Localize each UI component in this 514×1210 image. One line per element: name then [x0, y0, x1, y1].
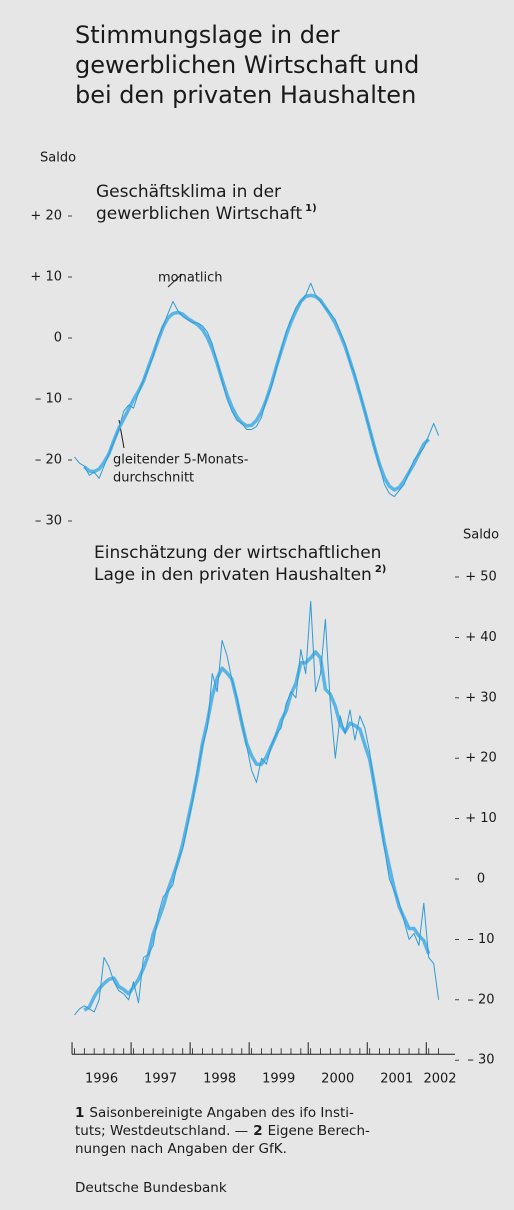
- title-line: Stimmungslage in der: [75, 21, 340, 49]
- chart-subtitle: Lage in den privaten Haushalten: [94, 565, 372, 585]
- source: Deutsche Bundesbank: [75, 1180, 227, 1196]
- x-tick-label: 1996: [85, 1072, 118, 1087]
- y-tick-label: – 30: [35, 514, 62, 529]
- annotation: monatlich: [158, 271, 223, 286]
- footnote-text: Eigene Berech-: [268, 1123, 370, 1139]
- y-tick-label: + 40: [465, 630, 497, 645]
- y-tick-label: + 50: [465, 570, 497, 585]
- footnote: tuts; Westdeutschland. — 2 Eigene Berech-: [75, 1123, 370, 1139]
- y-tick-label: + 20: [30, 209, 62, 224]
- y-tick-label: – 10: [467, 932, 494, 947]
- footnote-text: Saisonbereinigte Angaben des ifo Insti-: [89, 1105, 354, 1121]
- y-tick-label: – 30: [467, 1053, 494, 1068]
- x-tick-label: 2002: [423, 1072, 456, 1087]
- y-axis-label: Saldo: [463, 528, 499, 543]
- x-tick-label: 2001: [380, 1072, 413, 1087]
- x-tick-label: 1999: [262, 1072, 295, 1087]
- title-line: gewerblichen Wirtschaft und: [75, 51, 419, 79]
- monthly-line: [74, 600, 440, 1016]
- footnote-number: 2: [253, 1123, 262, 1139]
- annotation: durchschnitt: [113, 471, 194, 486]
- y-axis-label: Saldo: [40, 151, 76, 166]
- footnote-ref: 2): [375, 564, 387, 575]
- y-tick-label: + 10: [30, 270, 62, 285]
- y-tick-label: – 10: [35, 392, 62, 407]
- footnote-ref: 1): [305, 203, 317, 214]
- monthly-line: [74, 282, 440, 498]
- title-line: bei den privaten Haushalten: [75, 81, 416, 109]
- footnote-text: tuts; Westdeutschland. —: [75, 1123, 248, 1139]
- footnote: nungen nach Angaben der GfK.: [75, 1141, 287, 1157]
- chart-subtitle: gewerblichen Wirtschaft: [96, 204, 302, 224]
- y-tick-label: + 20: [465, 751, 497, 766]
- y-tick-label: 0: [54, 331, 62, 346]
- chart-subtitle: Einschätzung der wirtschaftlichen: [94, 543, 381, 563]
- y-tick-label: – 20: [35, 453, 62, 468]
- footnote: 1 Saisonbereinigte Angaben des ifo Insti-: [75, 1105, 354, 1121]
- y-tick-label: + 30: [465, 690, 497, 705]
- x-tick-label: 2000: [321, 1072, 354, 1087]
- y-tick-label: 0: [477, 872, 485, 887]
- footnote-text: nungen nach Angaben der GfK.: [75, 1141, 287, 1157]
- chart-subtitle: Geschäftsklima in der: [96, 182, 281, 202]
- x-tick-label: 1998: [203, 1072, 236, 1087]
- leader-line: [167, 273, 183, 288]
- x-tick-label: 1997: [144, 1072, 177, 1087]
- footnote-number: 1: [75, 1105, 84, 1121]
- y-tick-label: + 10: [465, 811, 497, 826]
- annotation: gleitender 5-Monats-: [113, 453, 249, 468]
- y-tick-label: – 20: [467, 992, 494, 1007]
